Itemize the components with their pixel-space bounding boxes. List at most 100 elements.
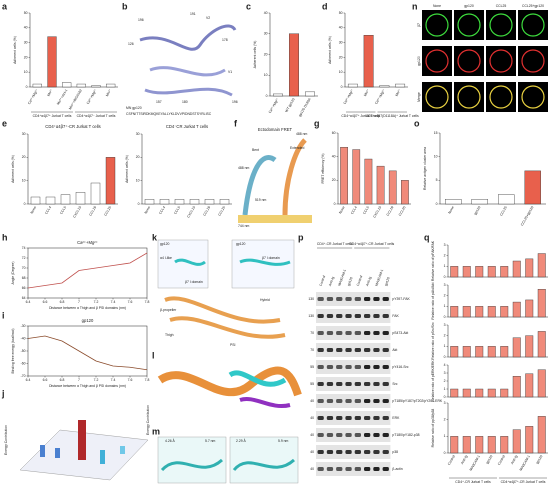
x-tick-label: CXCL10 (186, 205, 196, 218)
bar (47, 36, 57, 88)
annotation: 5.9 nm (278, 439, 289, 443)
y-tick-label: -50 (21, 349, 26, 353)
panel-label: j (1, 388, 5, 398)
protein-label: Akt (392, 348, 397, 352)
x-tick-label: WT gp120 (284, 97, 295, 113)
x-tick-label: 7.4 (111, 300, 116, 304)
mw-label: 40 (310, 399, 314, 403)
panel-label: i (2, 310, 5, 320)
bar (445, 199, 462, 205)
column-label: CCL25+gp120 (522, 4, 544, 8)
y-tick-label: 0 (341, 85, 343, 89)
bar (75, 192, 86, 205)
bar (512, 429, 521, 454)
y-tick-label: 10 (24, 70, 28, 74)
bar (91, 85, 101, 88)
bar (487, 266, 496, 278)
lane-label: Anti-Ig (328, 276, 335, 287)
lane-label: Control (319, 275, 327, 287)
bar (537, 253, 546, 278)
cell (457, 13, 481, 37)
y-tick-label: 0 (444, 395, 446, 399)
x-tick-label: CCL4 (350, 205, 358, 215)
y-tick-label: 1 (444, 344, 446, 348)
y-tick-label: 2 (444, 379, 446, 383)
micrograph (486, 10, 516, 40)
band (373, 399, 380, 403)
x-tick-label: gp120 (485, 454, 493, 464)
band (354, 365, 361, 369)
x-tick-label: Mn²⁺+BIO5192 (68, 88, 83, 110)
annotation: 191 (190, 12, 196, 16)
x-tick-label: 7.2 (94, 300, 99, 304)
panel-label: m (152, 426, 160, 436)
y-tick-label: 20 (136, 155, 140, 159)
cell (521, 85, 545, 109)
y-tick-label: 3 (444, 371, 446, 375)
band (382, 433, 389, 437)
y-tick-label: 3 (444, 323, 446, 327)
x-tick-label: 6.4 (26, 300, 31, 304)
band (364, 433, 371, 437)
x-tick-label: Control (447, 454, 456, 466)
bar (487, 436, 496, 454)
cell (425, 85, 449, 109)
band (364, 467, 371, 471)
panel-label: q (424, 232, 430, 242)
band (317, 450, 324, 454)
y-tick-label: 50 (339, 11, 343, 15)
band (382, 348, 389, 352)
mw-label: 40 (310, 416, 314, 420)
band (345, 297, 352, 301)
bar (462, 306, 471, 318)
band (336, 450, 343, 454)
bar (395, 83, 406, 88)
bar (90, 182, 101, 205)
blot (316, 411, 391, 425)
x-tick-label: 7.6 (128, 378, 133, 382)
band (364, 314, 371, 318)
x-tick-label: 7.8 (145, 300, 150, 304)
cell (425, 49, 449, 73)
mw-label: 130 (308, 297, 314, 301)
y-tick-label: 0 (444, 451, 446, 455)
x-tick-label: CCL19 (88, 205, 97, 216)
band (336, 382, 343, 386)
bar (106, 83, 116, 88)
y-tick-label: 10 (136, 179, 140, 183)
bar (462, 436, 471, 454)
cell (489, 85, 513, 109)
band (373, 297, 380, 301)
x-tick-label: CCL19 (386, 205, 395, 216)
bar (388, 170, 397, 205)
y-tick-label: 10 (434, 155, 438, 159)
line (27, 252, 148, 289)
micrograph (454, 46, 484, 76)
x-tick-label: Ca²⁺+Mg²⁺ (343, 88, 355, 105)
column-label: gp120 (464, 4, 474, 8)
band (326, 467, 334, 471)
mw-label: 70 (310, 331, 314, 335)
x-tick-label: Anti-Ig (510, 454, 518, 465)
x-tick-label: Mn²⁺ (363, 88, 370, 97)
x-tick-label: None (30, 205, 38, 214)
annotation: PSI (230, 343, 236, 347)
row-label: Merge (417, 92, 421, 102)
band (354, 399, 361, 403)
y-tick-label: 0 (444, 275, 446, 279)
cell (521, 13, 545, 37)
bar (30, 196, 41, 205)
diagram-title: Ectodomain FRET (258, 127, 293, 132)
protein-label: p38 (392, 450, 398, 454)
group-label: CD4⁺-CR Jurkat T cells (455, 480, 491, 484)
annotation: Extended (290, 146, 304, 150)
bar (364, 158, 373, 205)
group-label: CD4⁺α4β7⁺-CR Jurkat T cells (349, 242, 394, 246)
band (364, 331, 371, 335)
y-tick-label: 20 (332, 178, 336, 182)
x-tick-label: CCL5 (362, 205, 370, 215)
x-tick-label: 7.6 (128, 300, 133, 304)
bar (487, 388, 496, 398)
band (345, 314, 352, 318)
